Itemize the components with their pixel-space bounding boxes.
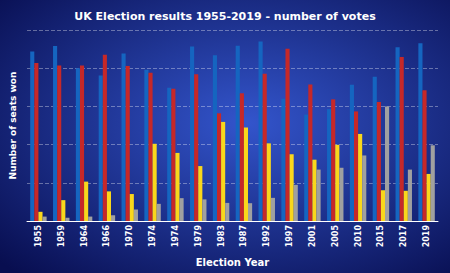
svg-text:1979: 1979 [194, 225, 203, 248]
svg-text:Election Year: Election Year [196, 257, 270, 268]
svg-text:1983: 1983 [217, 225, 226, 247]
svg-text:1966: 1966 [102, 225, 111, 248]
svg-text:2010: 2010 [354, 225, 363, 248]
svg-text:1959: 1959 [57, 225, 66, 248]
svg-text:2015: 2015 [376, 225, 385, 248]
svg-text:1970: 1970 [125, 225, 134, 248]
svg-text:1997: 1997 [285, 225, 294, 247]
svg-text:2001: 2001 [308, 225, 317, 248]
svg-text:UK Election results 1955-2019: UK Election results 1955-2019 - number o… [74, 10, 376, 23]
svg-text:1992: 1992 [262, 225, 271, 247]
svg-text:1974: 1974 [171, 225, 180, 248]
svg-text:1955: 1955 [34, 225, 43, 248]
svg-text:1987: 1987 [239, 225, 248, 247]
svg-text:1964: 1964 [80, 225, 89, 248]
svg-text:2017: 2017 [399, 225, 408, 247]
svg-text:1974: 1974 [148, 225, 157, 248]
svg-text:2005: 2005 [331, 225, 340, 248]
svg-text:Number of seats won: Number of seats won [8, 72, 18, 180]
svg-text:2019: 2019 [422, 225, 431, 248]
